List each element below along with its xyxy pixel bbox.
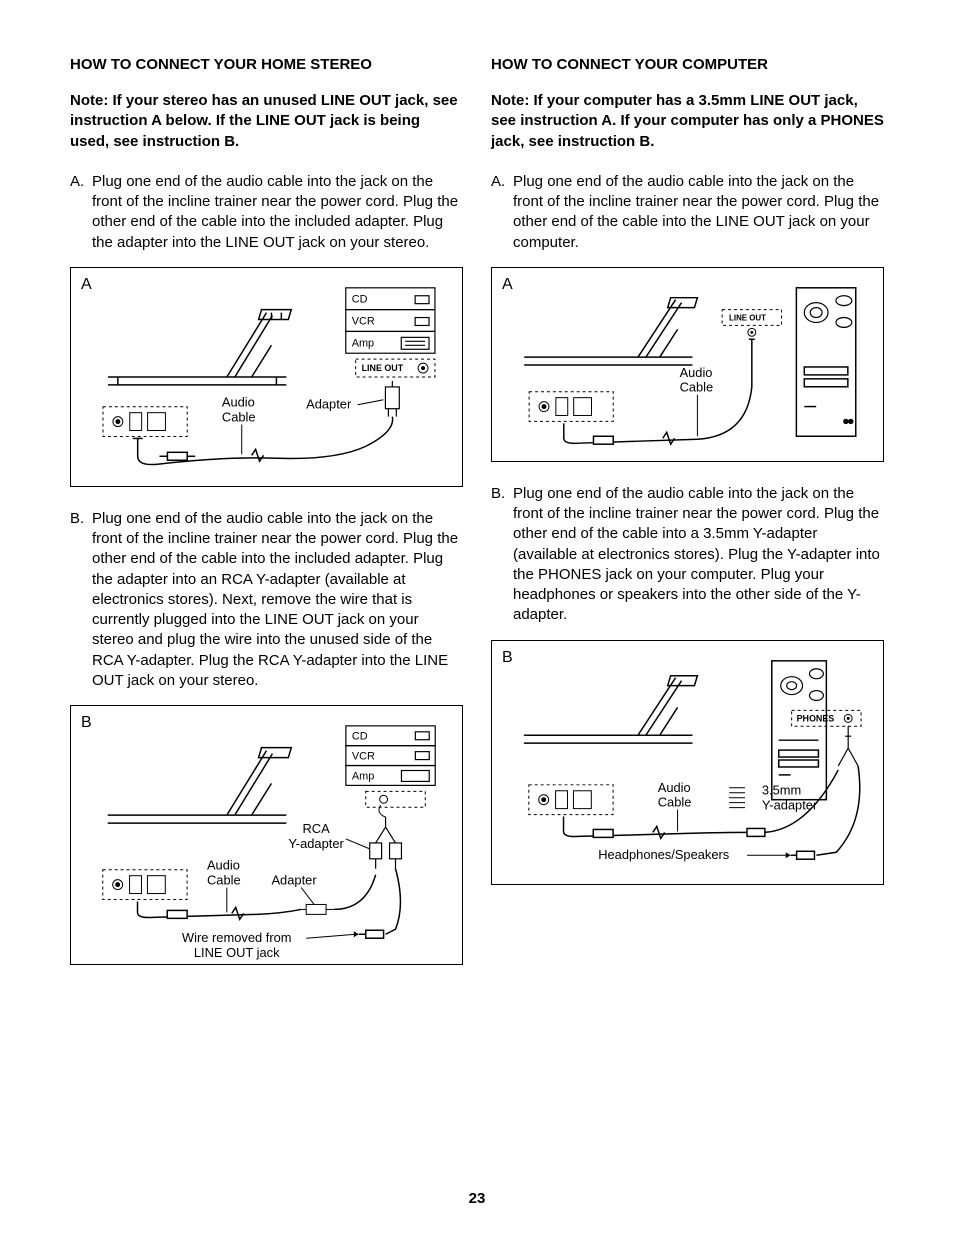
figure-left-a: A — [70, 267, 463, 487]
label-adapter: Adapter — [306, 396, 352, 411]
label-lineout: LINE OUT — [362, 363, 404, 373]
figure-label: B — [81, 714, 92, 732]
label-audio-cable: AudioCable — [222, 394, 256, 424]
label-cd: CD — [352, 293, 368, 305]
step-letter: B. — [491, 484, 513, 626]
label-cd: CD — [352, 731, 368, 743]
manual-page: HOW TO CONNECT YOUR HOME STEREO Note: If… — [0, 0, 954, 1235]
step-letter: A. — [70, 172, 92, 253]
step-text: Plug one end of the audio cable into the… — [92, 172, 463, 253]
label-amp: Amp — [352, 770, 374, 782]
label-audio-cable: AudioCable — [680, 365, 714, 395]
label-phones: PHONES — [797, 713, 835, 723]
step-letter: A. — [491, 172, 513, 253]
step-text: Plug one end of the audio cable into the… — [513, 484, 884, 626]
left-heading: HOW TO CONNECT YOUR HOME STEREO — [70, 56, 463, 73]
label-audio-cable: AudioCable — [207, 858, 241, 888]
right-step-a: A. Plug one end of the audio cable into … — [491, 172, 884, 253]
left-step-b: B. Plug one end of the audio cable into … — [70, 509, 463, 691]
figure-right-a: A — [491, 267, 884, 462]
diagram-computer-a: LINE OUT AudioCable — [492, 268, 883, 461]
left-step-a: A. Plug one end of the audio cable into … — [70, 172, 463, 253]
step-letter: B. — [70, 509, 92, 691]
figure-right-b: B — [491, 640, 884, 885]
step-text: Plug one end of the audio cable into the… — [92, 509, 463, 691]
label-wire: Wire removed fromLINE OUT jack — [182, 930, 292, 960]
diagram-stereo-b: CD VCR Amp RCAY-adapter AudioCable Adapt… — [71, 706, 462, 964]
label-audio-cable: AudioCable — [658, 779, 692, 809]
diagram-computer-b: PHONES AudioCable 3.5mmY-adapter Headpho… — [492, 641, 883, 884]
label-headphones: Headphones/Speakers — [598, 847, 729, 862]
label-amp: Amp — [352, 337, 374, 349]
figure-left-b: B — [70, 705, 463, 965]
step-text: Plug one end of the audio cable into the… — [513, 172, 884, 253]
label-vcr: VCR — [352, 751, 375, 763]
page-number: 23 — [0, 1190, 954, 1207]
label-vcr: VCR — [352, 315, 375, 327]
right-note: Note: If your computer has a 3.5mm LINE … — [491, 91, 884, 152]
label-rca: RCAY-adapter — [288, 821, 344, 851]
diagram-stereo-a: CD VCR Amp LINE OUT AudioCable Adapter — [71, 268, 462, 486]
left-note: Note: If your stereo has an unused LINE … — [70, 91, 463, 152]
right-column: HOW TO CONNECT YOUR COMPUTER Note: If yo… — [491, 56, 884, 987]
figure-label: A — [81, 276, 92, 294]
right-heading: HOW TO CONNECT YOUR COMPUTER — [491, 56, 884, 73]
label-yadapter: 3.5mmY-adapter — [762, 782, 818, 812]
label-adapter: Adapter — [271, 873, 317, 888]
right-step-b: B. Plug one end of the audio cable into … — [491, 484, 884, 626]
figure-label: B — [502, 649, 513, 667]
left-column: HOW TO CONNECT YOUR HOME STEREO Note: If… — [70, 56, 463, 987]
two-column-layout: HOW TO CONNECT YOUR HOME STEREO Note: If… — [70, 56, 884, 987]
label-lineout: LINE OUT — [729, 313, 766, 322]
figure-label: A — [502, 276, 513, 294]
